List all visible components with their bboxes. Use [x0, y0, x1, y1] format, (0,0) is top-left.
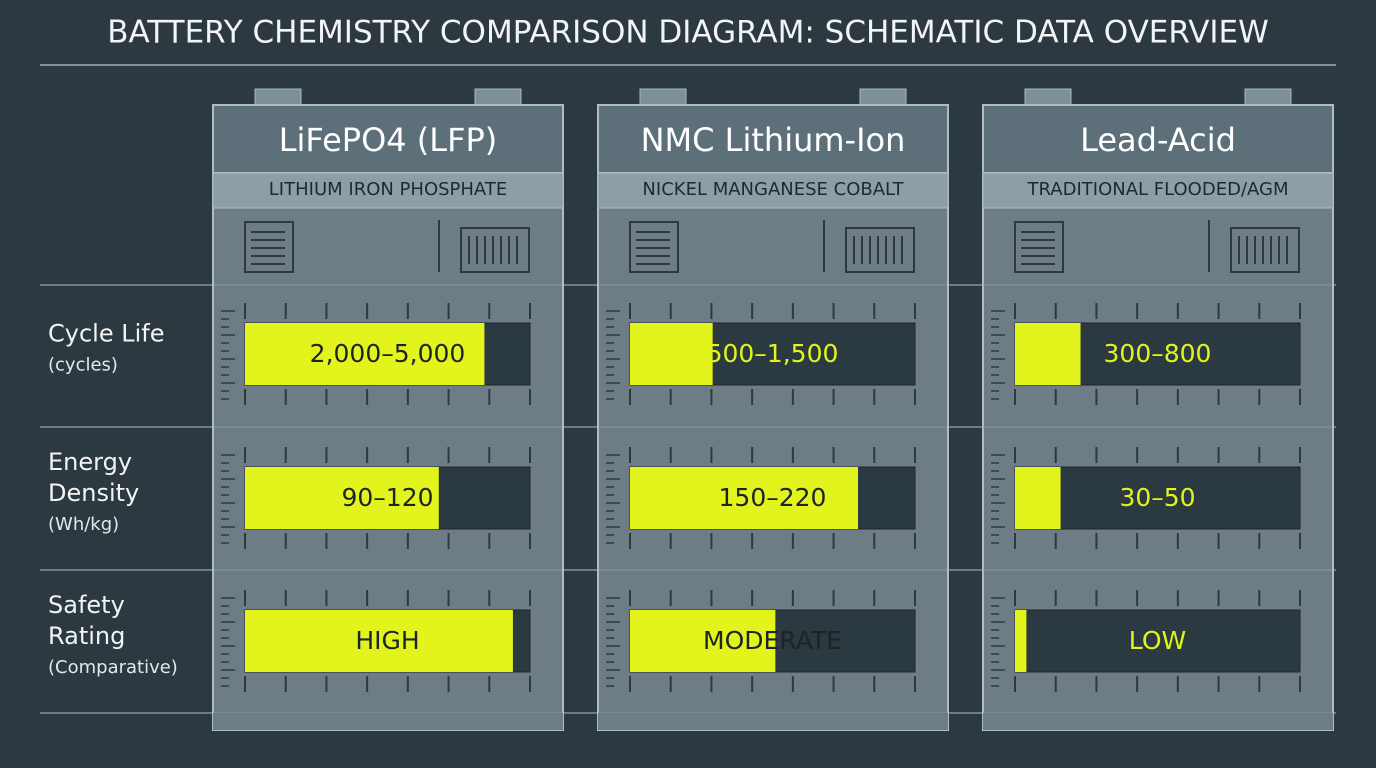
- bar-fill: [630, 610, 776, 672]
- title: BATTERY CHEMISTRY COMPARISON DIAGRAM: SC…: [107, 15, 1269, 51]
- bar-fill: [630, 323, 713, 385]
- row-unit: (Comparative): [48, 657, 178, 678]
- bar-fill: [245, 323, 485, 385]
- panel-header: [982, 104, 1334, 174]
- row-label: Energy: [48, 448, 132, 476]
- subtitle-band: [597, 172, 949, 209]
- subtitle-band: [212, 172, 564, 209]
- doc-icon: [629, 221, 679, 273]
- column-subtitle: TRADITIONAL FLOODED/AGM: [1027, 179, 1289, 200]
- column-subtitle: LITHIUM IRON PHOSPHATE: [269, 179, 507, 200]
- battery-icon: [460, 227, 530, 273]
- subtitle-band: [982, 172, 1334, 209]
- doc-icon: [1014, 221, 1064, 273]
- column-name: NMC Lithium-Ion: [641, 121, 906, 159]
- column-name: LiFePO4 (LFP): [279, 121, 498, 159]
- cell-value: 500–1,500: [707, 339, 839, 368]
- bar-fill: [1015, 467, 1061, 529]
- cell-value: 150–220: [719, 483, 827, 512]
- bar-fill: [630, 467, 858, 529]
- cell-value: MODERATE: [703, 626, 842, 655]
- panel-footer: [598, 713, 948, 730]
- battery-icon: [845, 227, 915, 273]
- cell-value: 30–50: [1119, 483, 1195, 512]
- column-subtitle: NICKEL MANGANESE COBALT: [642, 179, 904, 200]
- cell-value: 300–800: [1104, 339, 1212, 368]
- doc-icon: [244, 221, 294, 273]
- panel-footer: [213, 713, 563, 730]
- cell-value: LOW: [1129, 626, 1186, 655]
- row-unit: (cycles): [48, 355, 118, 376]
- bar-fill: [1015, 610, 1027, 672]
- cell-value: HIGH: [355, 626, 419, 655]
- row-label: Rating: [48, 622, 125, 650]
- row-label: Safety: [48, 591, 125, 619]
- bar-fill: [1015, 323, 1081, 385]
- panel-footer: [983, 713, 1333, 730]
- row-unit: (Wh/kg): [48, 514, 119, 535]
- battery-icon: [1230, 227, 1300, 273]
- row-label: Density: [48, 479, 139, 507]
- cell-value: 2,000–5,000: [310, 339, 466, 368]
- row-label: Cycle Life: [48, 320, 164, 348]
- bar-fill: [245, 467, 439, 529]
- column-name: Lead-Acid: [1080, 121, 1236, 159]
- bar-track: [1014, 466, 1301, 530]
- cell-value: 90–120: [341, 483, 433, 512]
- panel-header: [212, 104, 564, 174]
- bar-fill: [245, 610, 513, 672]
